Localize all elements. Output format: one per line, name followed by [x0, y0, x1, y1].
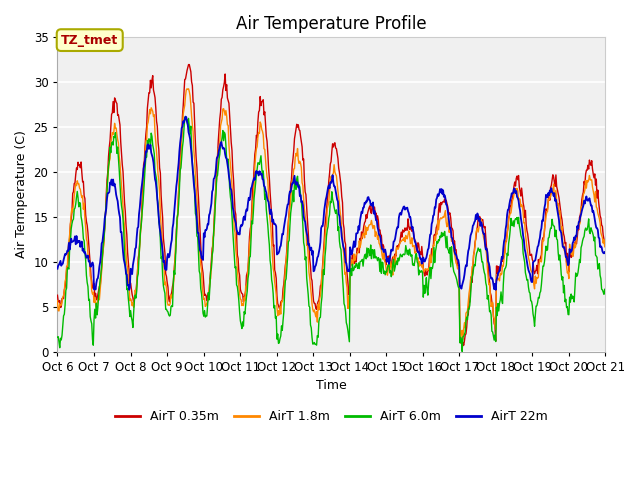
AirT 1.8m	[185, 86, 193, 92]
AirT 22m	[182, 114, 189, 120]
Line: AirT 1.8m: AirT 1.8m	[58, 89, 605, 339]
AirT 1.8m	[602, 244, 609, 250]
Line: AirT 22m: AirT 22m	[58, 117, 605, 290]
AirT 22m	[399, 204, 407, 210]
AirT 22m	[125, 287, 133, 293]
AirT 0.35m	[63, 266, 71, 272]
AirT 6.0m	[205, 297, 213, 303]
AirT 6.0m	[602, 291, 609, 297]
AirT 1.8m	[205, 288, 213, 294]
AirT 22m	[415, 252, 423, 258]
AirT 0.35m	[54, 292, 61, 298]
AirT 0.35m	[120, 183, 127, 189]
Y-axis label: Air Termperature (C): Air Termperature (C)	[15, 131, 28, 258]
Legend: AirT 0.35m, AirT 1.8m, AirT 6.0m, AirT 22m: AirT 0.35m, AirT 1.8m, AirT 6.0m, AirT 2…	[110, 405, 552, 428]
AirT 6.0m	[399, 252, 406, 258]
AirT 1.8m	[54, 298, 61, 304]
AirT 1.8m	[459, 336, 467, 342]
AirT 6.0m	[63, 265, 71, 271]
Text: TZ_tmet: TZ_tmet	[61, 34, 118, 47]
Title: Air Temperature Profile: Air Temperature Profile	[236, 15, 427, 33]
AirT 0.35m	[205, 289, 213, 295]
AirT 6.0m	[175, 187, 183, 192]
AirT 6.0m	[120, 229, 127, 235]
AirT 6.0m	[181, 114, 189, 120]
AirT 1.8m	[399, 237, 406, 242]
AirT 22m	[206, 210, 214, 216]
AirT 0.35m	[415, 241, 422, 247]
AirT 22m	[63, 248, 71, 253]
AirT 1.8m	[415, 264, 422, 270]
AirT 6.0m	[458, 348, 466, 354]
AirT 22m	[602, 250, 609, 256]
AirT 6.0m	[415, 272, 422, 278]
AirT 22m	[54, 266, 61, 272]
AirT 1.8m	[63, 263, 71, 269]
AirT 22m	[177, 140, 184, 146]
AirT 0.35m	[399, 227, 406, 233]
AirT 1.8m	[175, 170, 183, 176]
AirT 1.8m	[120, 217, 127, 223]
X-axis label: Time: Time	[316, 379, 347, 392]
AirT 0.35m	[602, 244, 609, 250]
AirT 0.35m	[458, 346, 466, 351]
AirT 22m	[120, 256, 127, 262]
Line: AirT 0.35m: AirT 0.35m	[58, 65, 605, 348]
AirT 6.0m	[54, 334, 61, 340]
AirT 0.35m	[186, 62, 193, 68]
AirT 0.35m	[175, 178, 183, 184]
Line: AirT 6.0m: AirT 6.0m	[58, 117, 605, 351]
